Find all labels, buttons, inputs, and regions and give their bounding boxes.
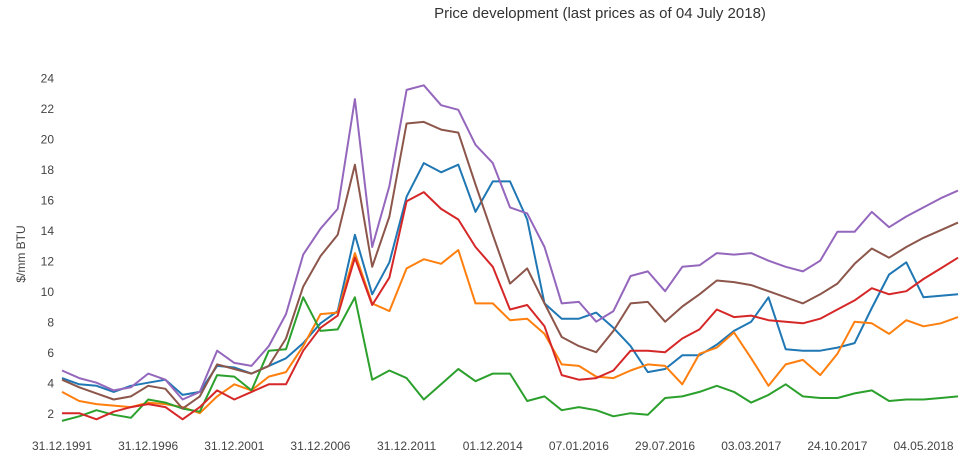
x-tick-label: 31.12.2006 (290, 439, 350, 453)
series-line (62, 191, 959, 421)
x-tick-label: 31.12.2001 (204, 439, 264, 453)
x-tick-label: 04.05.2018 (894, 439, 954, 453)
x-tick-label: 24.10.2017 (807, 439, 867, 453)
y-tick-label: 22 (41, 102, 55, 116)
x-tick-label: 31.12.1996 (118, 439, 178, 453)
y-tick-label: 10 (41, 285, 55, 299)
y-tick-label: 24 (41, 71, 55, 85)
x-tick-label: 29.07.2016 (635, 439, 695, 453)
series-line (61, 84, 959, 401)
y-tick-label: 14 (41, 224, 55, 238)
x-tick-label: 31.12.1991 (32, 439, 92, 453)
x-tick-label: 07.01.2016 (549, 439, 609, 453)
y-axis-label: $/mm BTU (14, 225, 28, 282)
y-tick-label: 20 (41, 132, 55, 146)
x-tick-label: 01.12.2014 (463, 439, 523, 453)
series-line (61, 249, 959, 415)
y-tick-label: 6 (47, 346, 54, 360)
series-line (61, 296, 959, 422)
y-tick-label: 16 (41, 193, 55, 207)
series-line (61, 120, 959, 410)
y-tick-label: 4 (47, 376, 54, 390)
y-tick-label: 2 (47, 407, 54, 421)
x-tick-label: 03.03.2017 (721, 439, 781, 453)
y-tick-label: 8 (47, 315, 54, 329)
y-tick-label: 18 (41, 163, 55, 177)
series-line (61, 162, 959, 396)
y-tick-label: 12 (41, 254, 55, 268)
x-tick-label: 31.12.2011 (377, 439, 436, 453)
chart-title: Price development (last prices as of 04 … (434, 5, 766, 22)
